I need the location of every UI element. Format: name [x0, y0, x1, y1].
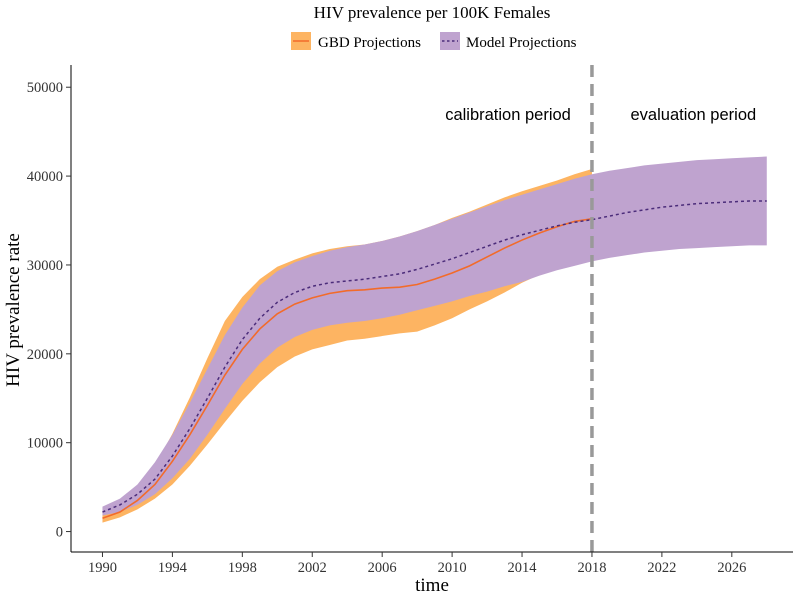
legend-item-model-projections: Model Projections	[440, 32, 577, 51]
y-tick-label: 0	[56, 525, 63, 541]
x-tick-label: 2018	[577, 560, 606, 576]
x-tick-label: 2014	[508, 560, 538, 576]
calibration-period-label: calibration period	[445, 106, 571, 124]
axes	[70, 65, 793, 553]
evaluation-period-label: evaluation period	[631, 106, 757, 124]
y-axis-label: HIV prevalence rate	[3, 233, 24, 387]
series-lines	[102, 200, 767, 519]
confidence-bands	[102, 156, 767, 523]
y-tick-label: 50000	[27, 80, 63, 96]
x-tick-label: 1994	[158, 560, 188, 576]
x-tick-label: 1990	[88, 560, 117, 576]
y-tick-label: 10000	[27, 436, 63, 452]
y-tick-label: 20000	[27, 347, 63, 363]
x-tick-label: 2026	[717, 560, 746, 576]
x-axis-label: time	[415, 575, 449, 596]
x-tick-label: 2022	[647, 560, 676, 576]
legend-item-gbd-projections: GBD Projections	[291, 32, 421, 51]
y-tick-label: 40000	[27, 169, 63, 185]
model-projections-line	[102, 200, 767, 513]
x-tick-label: 2010	[438, 560, 467, 576]
y-tick-label: 30000	[27, 258, 63, 274]
annotations: calibration period evaluation period	[445, 106, 756, 124]
chart-title: HIV prevalence per 100K Females	[314, 3, 551, 22]
legend-key-model-projections	[440, 32, 460, 50]
x-tick-label: 1998	[228, 560, 257, 576]
legend: GBD Projections Model Projections	[291, 32, 577, 51]
x-tick-label: 2002	[298, 560, 327, 576]
model-projections-band	[102, 156, 767, 516]
x-axis-ticks: 1990 1994 1998 2002 2006 2010 2014 2018 2022 2026	[88, 552, 746, 576]
legend-label-model-projections: Model Projections	[466, 35, 577, 51]
gbd-projections-line	[102, 217, 593, 519]
y-axis-ticks: 0 10000 20000 30000 40000 50000	[27, 80, 71, 541]
legend-label-gbd-projections: GBD Projections	[318, 35, 421, 51]
x-tick-label: 2006	[368, 560, 397, 576]
